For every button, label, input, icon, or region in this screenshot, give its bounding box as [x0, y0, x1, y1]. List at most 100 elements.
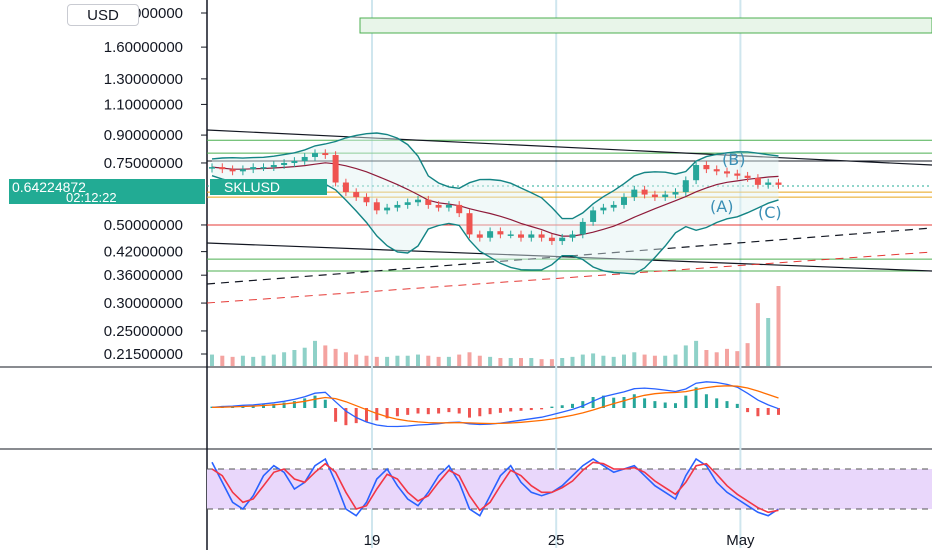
- time-axis[interactable]: 19 25 May: [364, 532, 755, 549]
- volume-bar: [374, 356, 379, 366]
- price-axis[interactable]: 2.00000001.600000001.300000001.100000000…: [104, 5, 207, 363]
- y-tick-label: 0.36000000: [104, 267, 183, 284]
- volume-bar: [426, 355, 431, 366]
- volume-bar: [446, 356, 451, 366]
- volume-bar: [436, 356, 441, 366]
- volume-bar: [251, 356, 256, 366]
- candle-body: [384, 207, 391, 211]
- candle-body: [724, 171, 730, 174]
- volume-bars: [210, 286, 781, 366]
- macd-histogram-bar: [303, 398, 307, 408]
- candle-body: [487, 231, 494, 238]
- y-tick-label: 0.21500000: [104, 346, 183, 363]
- volume-bar: [457, 354, 462, 366]
- candle-body: [466, 213, 473, 235]
- macd-histogram-bar: [756, 408, 760, 417]
- stoch-d-line: [211, 461, 779, 514]
- volume-bar: [755, 303, 760, 366]
- candle-body: [219, 167, 226, 170]
- y-tick-label: 0.42000000: [104, 244, 183, 261]
- candle-body: [569, 234, 576, 238]
- volume-bar: [560, 358, 565, 366]
- macd-histogram-bar: [262, 404, 265, 408]
- candle-body: [332, 155, 339, 183]
- wave-label: (B): [722, 150, 745, 169]
- volume-bar: [570, 356, 575, 366]
- volume-bar: [735, 351, 740, 366]
- macd-histogram-bar: [694, 387, 698, 408]
- volume-bar: [282, 352, 287, 366]
- candle-body: [590, 210, 597, 222]
- macd-histogram-bar: [498, 408, 502, 413]
- candle-body: [394, 204, 401, 208]
- volume-bar: [292, 350, 297, 366]
- macd-histogram-bar: [251, 405, 255, 408]
- candle-body: [631, 189, 638, 198]
- macd-histogram-bar: [663, 402, 667, 408]
- candle-body: [548, 237, 555, 242]
- dashed-trendline: [206, 227, 932, 285]
- x-tick-label: 19: [364, 532, 381, 549]
- y-tick-label: 0.90000000: [104, 127, 183, 144]
- volume-bar: [714, 352, 719, 366]
- macd-histogram-bar: [735, 403, 739, 408]
- price-candles: [209, 149, 782, 245]
- price-badge-bg: [9, 179, 205, 204]
- candle-body: [373, 202, 380, 211]
- volume-bar: [745, 343, 750, 366]
- candle-body: [229, 169, 236, 172]
- volume-bar: [333, 348, 338, 366]
- macd-histogram-bar: [715, 398, 719, 408]
- macd-histogram-bar: [571, 403, 574, 408]
- volume-bar: [642, 354, 647, 366]
- macd-histogram-bar: [704, 394, 708, 408]
- macd-histogram-bar: [323, 399, 327, 408]
- macd-histogram-bar: [406, 408, 410, 415]
- candle-body: [476, 234, 483, 238]
- candle-body: [682, 180, 689, 193]
- candle-body: [734, 173, 741, 176]
- wave-label: (C): [758, 203, 782, 222]
- y-tick-label: 0.30000000: [104, 295, 183, 312]
- y-tick-label: 1.60000000: [104, 39, 183, 56]
- volume-bar: [632, 352, 637, 366]
- volume-bar: [529, 358, 534, 366]
- currency-button[interactable]: USD: [67, 4, 139, 26]
- candle-body: [754, 177, 761, 185]
- volume-bar: [694, 340, 699, 366]
- volume-bar: [601, 355, 606, 366]
- elliott-wave-labels: (B) (A) (C): [710, 150, 782, 222]
- volume-bar: [323, 345, 328, 366]
- current-price-badge: 0.64224872 02:12:22 SKLUSD: [9, 179, 327, 205]
- macd-histogram-bar: [581, 401, 585, 408]
- macd-histogram-bar: [509, 408, 513, 412]
- macd-histogram-bar: [777, 408, 780, 415]
- candle-body: [301, 156, 308, 161]
- volume-bar: [240, 355, 245, 366]
- candle-body: [621, 197, 627, 205]
- macd-histogram-bar: [365, 408, 368, 422]
- volume-bar: [488, 356, 493, 366]
- macd-histogram-bar: [437, 408, 441, 414]
- macd-line: [211, 381, 779, 428]
- volume-bar: [611, 356, 616, 366]
- macd-histogram-bar: [529, 408, 533, 411]
- macd-histogram-bar: [313, 395, 317, 408]
- candle-body: [765, 182, 772, 185]
- candle-body: [239, 169, 246, 172]
- candle-body: [342, 182, 349, 193]
- candle-body: [281, 162, 288, 166]
- y-tick-label: 1.30000000: [104, 71, 183, 88]
- macd-histogram-bar: [591, 397, 595, 408]
- macd-histogram-bar: [674, 403, 677, 408]
- stochastic-pane: [207, 457, 932, 517]
- volume-bar: [508, 358, 513, 366]
- macd-pane: [210, 381, 780, 428]
- candle-body: [456, 204, 463, 214]
- dashed-red-trendline: [206, 251, 932, 304]
- candle-body: [322, 153, 329, 156]
- resistance-zone: [359, 17, 932, 34]
- wave-label: (A): [710, 197, 733, 216]
- macd-histogram-bar: [478, 408, 482, 417]
